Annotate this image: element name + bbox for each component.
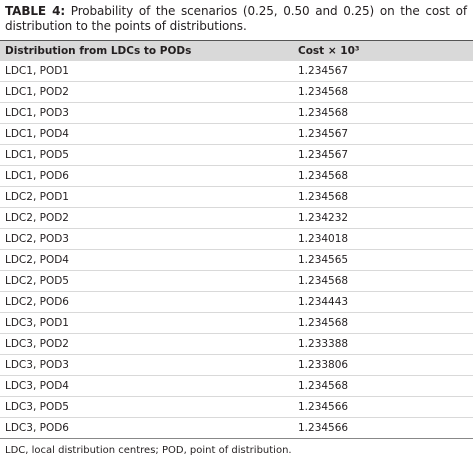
table-cell: LDC1, POD1	[0, 61, 298, 82]
table-cell: 1.234443	[298, 291, 473, 313]
table-row: LDC2, POD2 1.234232	[0, 207, 473, 229]
table-cell: 1.234567	[298, 61, 473, 82]
table-cell: 1.234568	[298, 102, 473, 124]
table-cell: LDC3, POD5	[0, 396, 298, 418]
table-cell: LDC1, POD6	[0, 165, 298, 187]
table-cell: LDC2, POD1	[0, 186, 298, 208]
table-row: LDC2, POD5 1.234568	[0, 270, 473, 292]
table-cell: LDC3, POD4	[0, 375, 298, 397]
table-cell: 1.234568	[298, 270, 473, 292]
table-cell: 1.234567	[298, 123, 473, 145]
table-cell: 1.233388	[298, 333, 473, 355]
header-cell: Distribution from LDCs to PODs	[0, 40, 298, 61]
table-cell: LDC2, POD2	[0, 207, 298, 229]
table-row: LDC1, POD4 1.234567	[0, 123, 473, 145]
table-cell: 1.234567	[298, 144, 473, 166]
table-cell: LDC3, POD6	[0, 417, 298, 439]
table-cell: 1.234568	[298, 186, 473, 208]
table-row: LDC1, POD3 1.234568	[0, 102, 473, 124]
table-row: LDC1, POD1 1.234567	[0, 61, 473, 82]
table-row: LDC3, POD1 1.234568	[0, 312, 473, 334]
table-cell: LDC3, POD1	[0, 312, 298, 334]
data-table: Distribution from LDCs to PODs Cost × 10…	[0, 40, 473, 439]
table-cell: LDC2, POD6	[0, 291, 298, 313]
table-cell: LDC1, POD5	[0, 144, 298, 166]
header-row: Distribution from LDCs to PODs Cost × 10…	[0, 40, 473, 61]
header-cell: Cost × 10³	[298, 40, 473, 61]
table-row: LDC3, POD5 1.234566	[0, 396, 473, 418]
table-row: LDC3, POD2 1.233388	[0, 333, 473, 355]
table-cell: 1.234568	[298, 81, 473, 103]
caption: TABLE 4: Probability of the scenarios (0…	[5, 4, 467, 34]
table-cell: LDC1, POD4	[0, 123, 298, 145]
table-row: LDC3, POD6 1.234566	[0, 417, 473, 439]
table-cell: 1.233806	[298, 354, 473, 376]
table-row: LDC2, POD1 1.234568	[0, 186, 473, 208]
table-cell: LDC2, POD4	[0, 249, 298, 271]
table-cell: LDC1, POD3	[0, 102, 298, 124]
table-cell: LDC1, POD2	[0, 81, 298, 103]
table-row: LDC3, POD4 1.234568	[0, 375, 473, 397]
table-cell: 1.234568	[298, 375, 473, 397]
table-cell: 1.234565	[298, 249, 473, 271]
table-cell: LDC3, POD3	[0, 354, 298, 376]
table-cell: 1.234568	[298, 165, 473, 187]
table-cell: LDC2, POD5	[0, 270, 298, 292]
table-cell: 1.234566	[298, 396, 473, 418]
table-row: LDC1, POD5 1.234567	[0, 144, 473, 166]
table-row: LDC1, POD6 1.234568	[0, 165, 473, 187]
table-cell: 1.234566	[298, 417, 473, 439]
footnote: LDC, local distribution centres; POD, po…	[5, 445, 292, 456]
table-cell: LDC3, POD2	[0, 333, 298, 355]
table-row: LDC2, POD6 1.234443	[0, 291, 473, 313]
table-cell: 1.234232	[298, 207, 473, 229]
table-row: LDC2, POD3 1.234018	[0, 228, 473, 250]
caption-text: Probability of the scenarios (0.25, 0.50…	[5, 4, 467, 33]
table-row: LDC3, POD3 1.233806	[0, 354, 473, 376]
table-cell: 1.234568	[298, 312, 473, 334]
table-row: LDC1, POD2 1.234568	[0, 81, 473, 103]
table-cell: 1.234018	[298, 228, 473, 250]
table-row: LDC2, POD4 1.234565	[0, 249, 473, 271]
table-cell: LDC2, POD3	[0, 228, 298, 250]
caption-label: TABLE 4:	[5, 4, 66, 18]
